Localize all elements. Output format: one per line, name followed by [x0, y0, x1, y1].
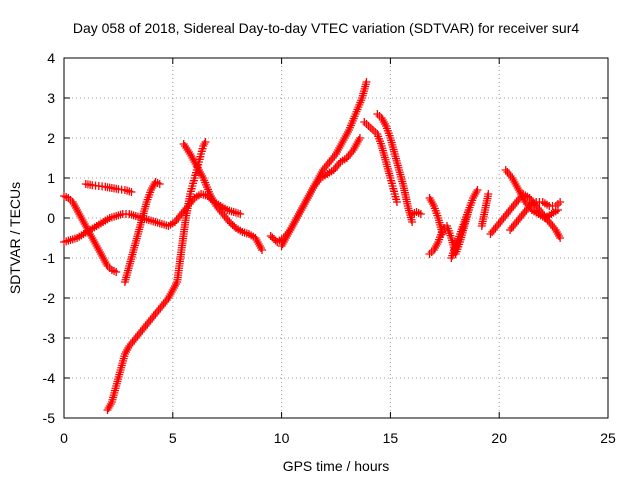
y-tick-label: 0 [47, 210, 55, 226]
y-tick-label: 4 [47, 50, 55, 66]
data-point [438, 230, 447, 238]
data-point [256, 244, 265, 252]
series-b [60, 192, 121, 276]
data-point [392, 198, 401, 206]
chart-title: Day 058 of 2018, Sidereal Day-to-day VTE… [73, 20, 579, 36]
data-point [106, 400, 115, 408]
data-point [198, 172, 207, 180]
x-axis-label: GPS time / hours [283, 458, 390, 474]
y-tick-label: 2 [47, 130, 55, 146]
x-tick-label: 15 [383, 430, 399, 446]
series-c [81, 180, 136, 196]
data-point [258, 246, 267, 254]
series-r [506, 198, 565, 234]
data-point [362, 78, 371, 86]
data-point [315, 176, 324, 184]
data-point [334, 160, 343, 168]
x-tick-label: 20 [491, 430, 507, 446]
x-tick-label: 10 [274, 430, 290, 446]
data-point [556, 234, 565, 242]
x-tick-label: 0 [60, 430, 68, 446]
y-tick-label: -3 [43, 330, 56, 346]
series-o [477, 190, 493, 230]
y-tick-label: 3 [47, 90, 55, 106]
y-tick-labels: 4 3 2 1 0 -1 -2 -3 -4 -5 [43, 50, 56, 426]
data-point [472, 188, 481, 196]
data-point [355, 134, 364, 142]
data-point [155, 180, 164, 188]
series-f [120, 178, 164, 286]
data-point [433, 240, 442, 248]
series-d [103, 138, 210, 414]
data-point [200, 140, 209, 148]
y-tick-label: -5 [43, 410, 56, 426]
data-point [354, 136, 363, 144]
grid [64, 58, 608, 418]
data-point [408, 218, 417, 226]
data-point [556, 198, 565, 206]
data-point [201, 138, 210, 146]
series-h [277, 134, 364, 250]
series-m [425, 194, 447, 238]
series-g [266, 78, 371, 246]
data-point [343, 128, 352, 136]
x-tick-labels: 0 5 10 15 20 25 [60, 430, 616, 446]
series-i [360, 118, 401, 206]
data-point [484, 190, 493, 198]
data-point [464, 206, 473, 214]
series-j [373, 110, 417, 226]
x-tick-label: 5 [169, 430, 177, 446]
data-point [428, 200, 437, 208]
data-point [555, 232, 564, 240]
y-tick-label: -1 [43, 250, 56, 266]
data-points [60, 78, 565, 414]
axis-ticks [63, 57, 609, 419]
data-point [172, 280, 181, 288]
data-point [236, 210, 245, 218]
plot-frame [63, 57, 609, 419]
data-point [112, 268, 121, 276]
y-axis-label: SDTVAR / TECUs [7, 182, 23, 294]
data-point [380, 120, 389, 128]
data-point [473, 186, 482, 194]
series-n [447, 206, 473, 262]
data-point [416, 210, 425, 218]
y-tick-label: -4 [43, 370, 56, 386]
data-point [524, 204, 533, 212]
x-tick-label: 25 [600, 430, 616, 446]
series-k [408, 208, 425, 218]
data-point [127, 188, 136, 196]
y-tick-label: -2 [43, 290, 56, 306]
y-tick-label: 1 [47, 170, 55, 186]
series-e [179, 140, 267, 254]
